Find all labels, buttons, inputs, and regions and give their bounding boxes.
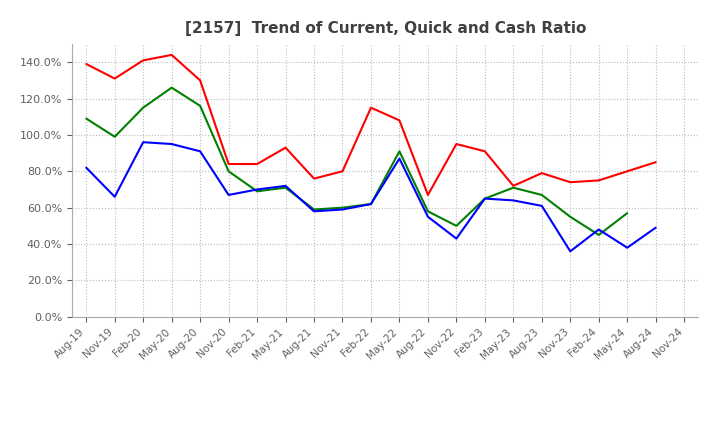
Cash Ratio [452, 236, 461, 241]
Quick Ratio [167, 85, 176, 90]
Quick Ratio [595, 232, 603, 238]
Quick Ratio [366, 202, 375, 207]
Current Ratio [452, 141, 461, 147]
Cash Ratio [282, 183, 290, 188]
Line: Quick Ratio: Quick Ratio [86, 88, 627, 235]
Legend: Current Ratio, Quick Ratio, Cash Ratio: Current Ratio, Quick Ratio, Cash Ratio [182, 438, 588, 440]
Current Ratio [196, 78, 204, 83]
Quick Ratio [423, 209, 432, 214]
Quick Ratio [82, 116, 91, 121]
Cash Ratio [310, 209, 318, 214]
Cash Ratio [253, 187, 261, 192]
Current Ratio [253, 161, 261, 167]
Current Ratio [509, 183, 518, 188]
Current Ratio [366, 105, 375, 110]
Quick Ratio [338, 205, 347, 210]
Title: [2157]  Trend of Current, Quick and Cash Ratio: [2157] Trend of Current, Quick and Cash … [184, 21, 586, 36]
Quick Ratio [110, 134, 119, 139]
Line: Cash Ratio: Cash Ratio [86, 142, 656, 251]
Current Ratio [338, 169, 347, 174]
Cash Ratio [225, 192, 233, 198]
Cash Ratio [623, 245, 631, 250]
Cash Ratio [139, 139, 148, 145]
Current Ratio [225, 161, 233, 167]
Current Ratio [139, 58, 148, 63]
Cash Ratio [480, 196, 489, 201]
Cash Ratio [652, 225, 660, 230]
Current Ratio [110, 76, 119, 81]
Quick Ratio [537, 192, 546, 198]
Quick Ratio [509, 185, 518, 191]
Quick Ratio [253, 189, 261, 194]
Cash Ratio [509, 198, 518, 203]
Quick Ratio [623, 210, 631, 216]
Current Ratio [310, 176, 318, 181]
Cash Ratio [423, 214, 432, 220]
Quick Ratio [566, 214, 575, 220]
Current Ratio [623, 169, 631, 174]
Current Ratio [423, 192, 432, 198]
Cash Ratio [338, 207, 347, 212]
Current Ratio [537, 170, 546, 176]
Current Ratio [480, 149, 489, 154]
Current Ratio [282, 145, 290, 150]
Quick Ratio [452, 223, 461, 228]
Cash Ratio [82, 165, 91, 170]
Cash Ratio [167, 141, 176, 147]
Quick Ratio [310, 207, 318, 212]
Quick Ratio [282, 185, 290, 191]
Cash Ratio [595, 227, 603, 232]
Cash Ratio [110, 194, 119, 199]
Cash Ratio [395, 156, 404, 161]
Quick Ratio [196, 103, 204, 109]
Current Ratio [566, 180, 575, 185]
Line: Current Ratio: Current Ratio [86, 55, 656, 195]
Cash Ratio [566, 249, 575, 254]
Current Ratio [595, 178, 603, 183]
Current Ratio [652, 160, 660, 165]
Quick Ratio [395, 149, 404, 154]
Current Ratio [82, 61, 91, 66]
Current Ratio [395, 118, 404, 123]
Quick Ratio [480, 196, 489, 201]
Cash Ratio [537, 203, 546, 209]
Cash Ratio [366, 202, 375, 207]
Cash Ratio [196, 149, 204, 154]
Quick Ratio [139, 105, 148, 110]
Quick Ratio [225, 169, 233, 174]
Current Ratio [167, 52, 176, 58]
